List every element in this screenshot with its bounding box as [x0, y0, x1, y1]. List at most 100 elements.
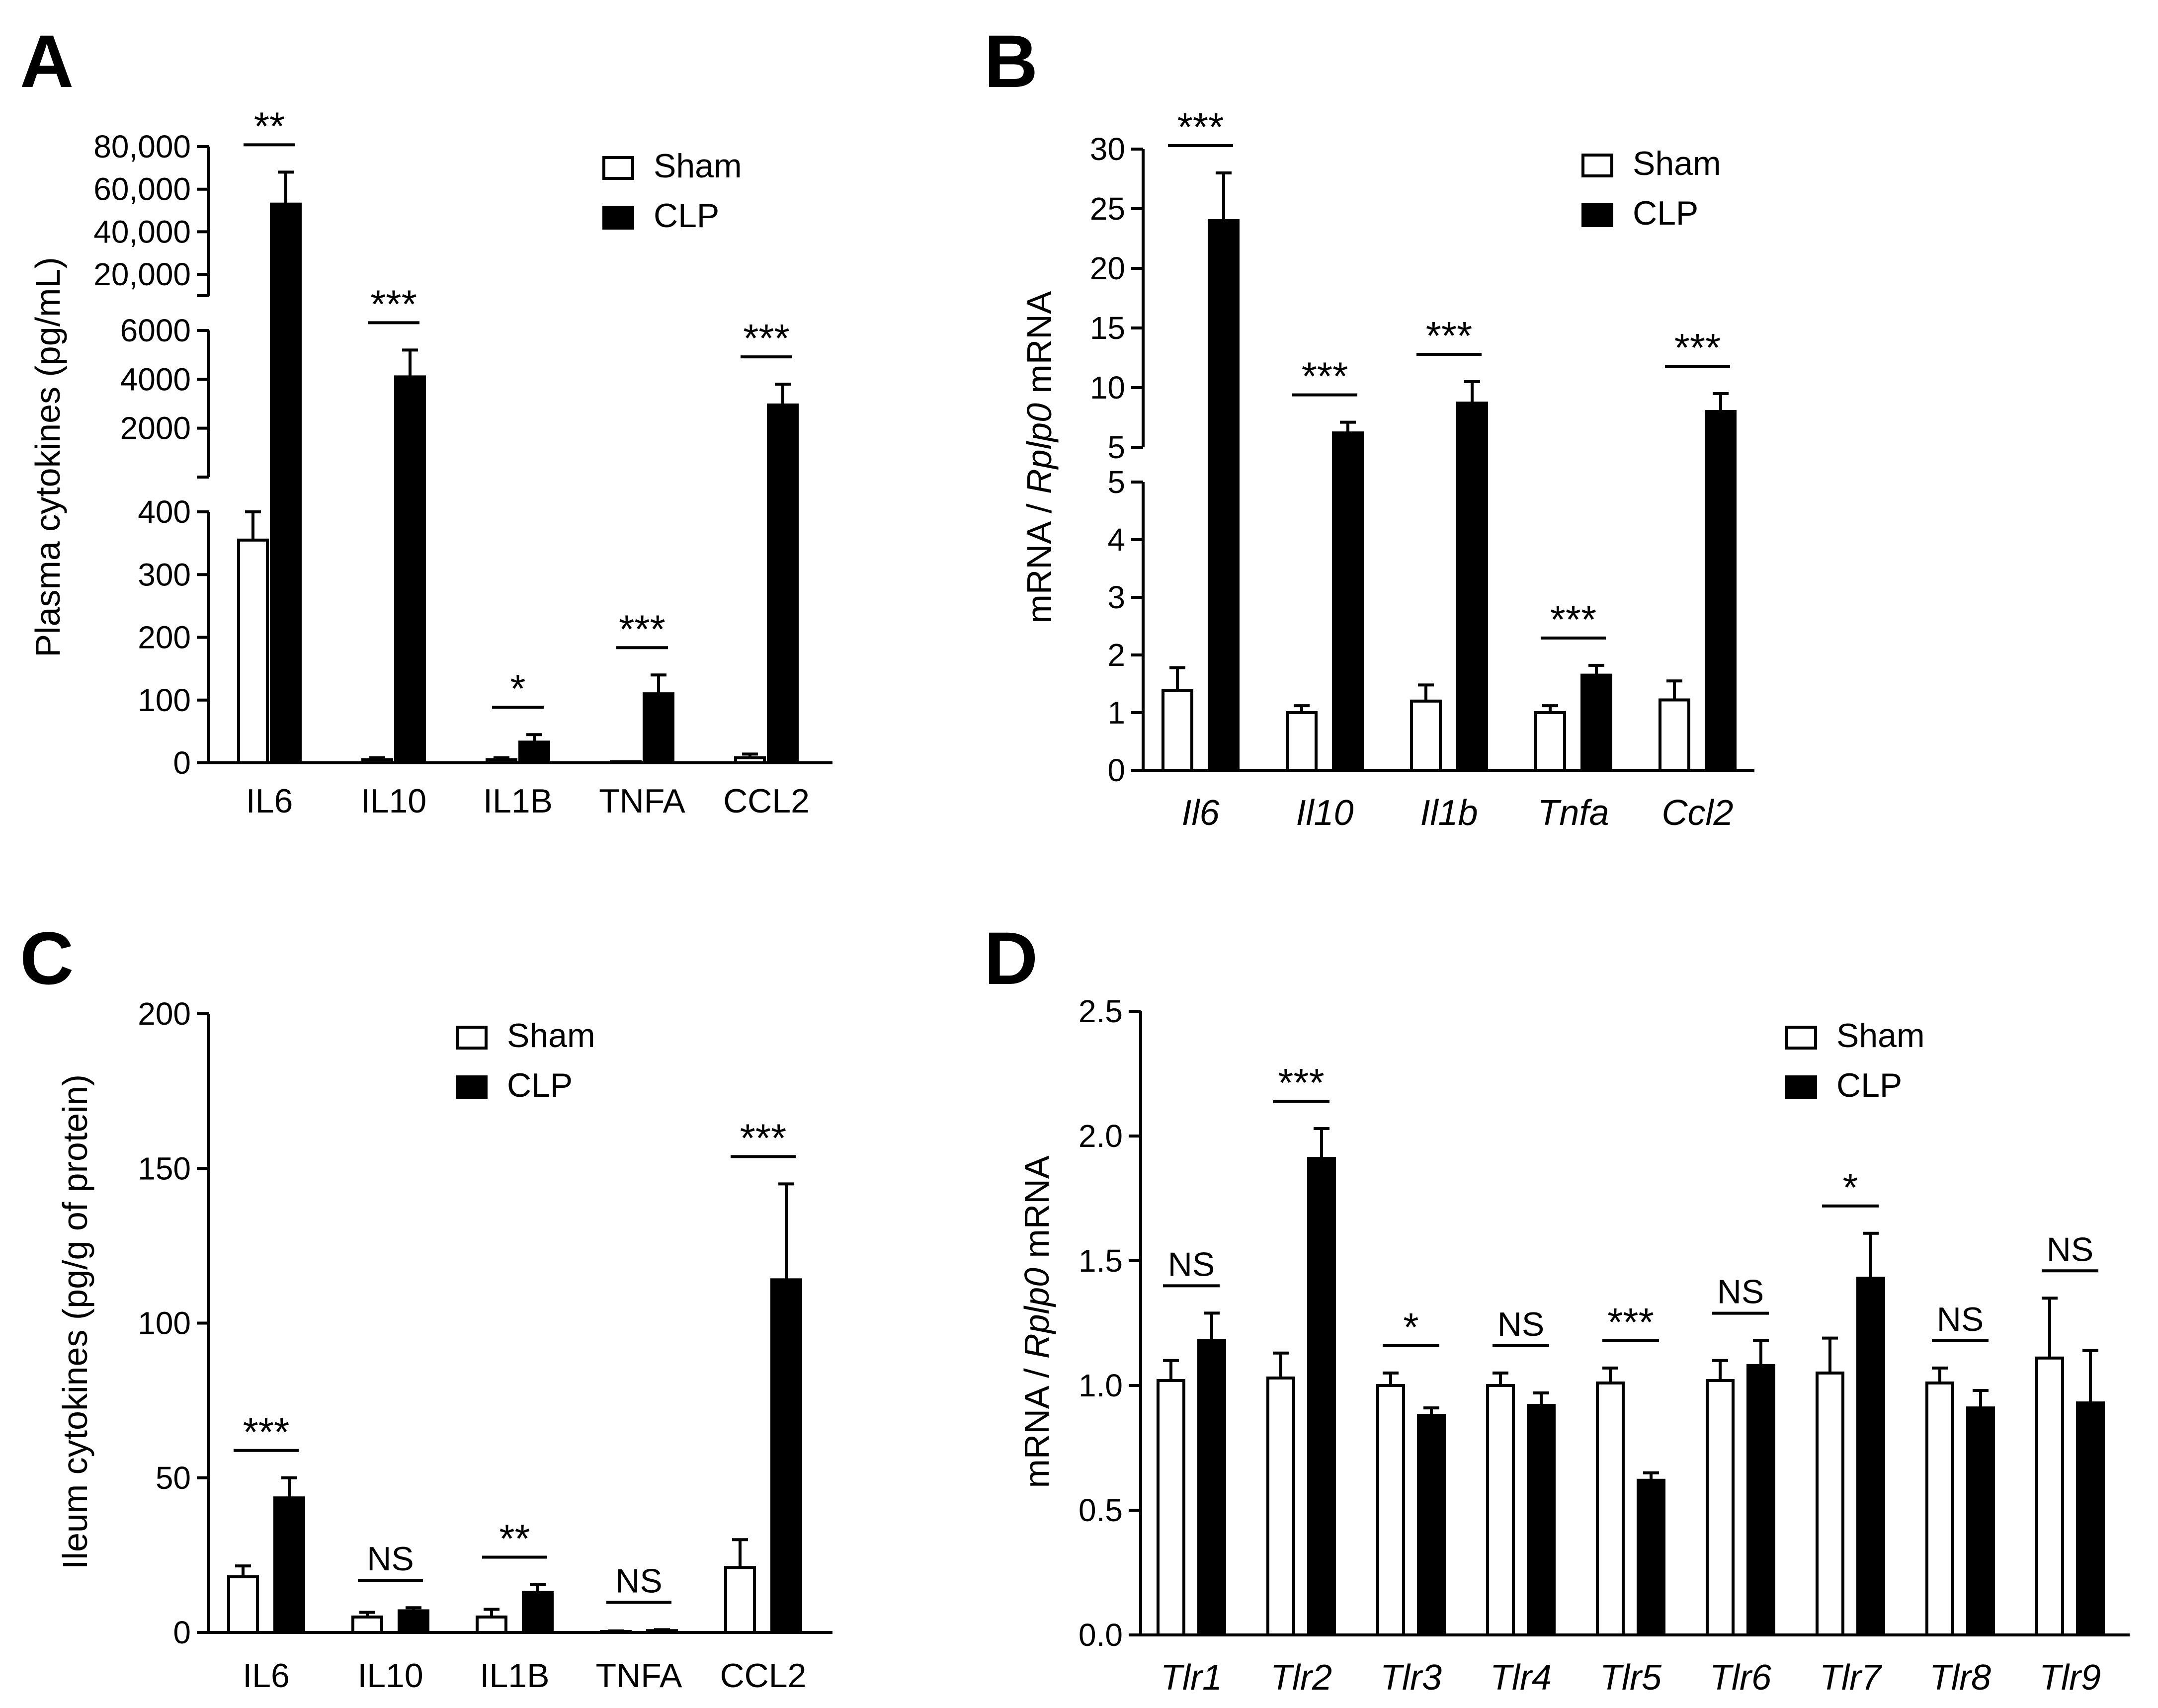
y-axis-label-b: mRNA / Rplp0 mRNA: [1020, 291, 1059, 623]
bar-d-sham-tlr9: [2035, 1356, 2064, 1636]
bar-c-clp-il10: [398, 1609, 429, 1634]
bar-d-clp-tlr1: [1197, 1339, 1226, 1636]
bar-d-sham-tlr3: [1376, 1384, 1405, 1636]
x-category-label-d: Tlr2: [1270, 1658, 1332, 1698]
bar-a-clp-tnfa: [643, 692, 674, 764]
x-category-label-d: Tlr9: [2039, 1658, 2101, 1698]
y-tick-label-c: 150: [138, 1150, 191, 1186]
legend-swatch-c-sham: [456, 1026, 488, 1050]
significance-label-c: NS: [615, 1562, 662, 1600]
significance-label-c: NS: [367, 1540, 414, 1578]
y-tick-label-b: 4: [1107, 522, 1125, 558]
bar-c-sham-ccl2: [724, 1566, 756, 1634]
bar-a-clp-ccl2: [767, 403, 799, 764]
bar-d-clp-tlr9: [2076, 1401, 2105, 1636]
y-axis-label-c: Ileum cytokines (pg/g of protein): [56, 1074, 94, 1569]
bar-d-clp-tlr5: [1637, 1478, 1665, 1636]
x-category-label-a: CCL2: [723, 782, 810, 820]
significance-label-b: ***: [1426, 314, 1472, 358]
significance-label-a: ***: [743, 316, 789, 360]
panel-label-d: D: [984, 916, 1038, 1000]
x-category-label-a: IL1B: [483, 782, 553, 820]
y-tick-label-c: 50: [156, 1460, 191, 1496]
significance-label-b: ***: [1177, 105, 1224, 149]
bar-a-clp-il10: [394, 375, 426, 764]
y-tick-label-b: 20: [1090, 250, 1125, 286]
legend-label-a-clp: CLP: [654, 197, 719, 235]
x-category-label-c: IL1B: [480, 1657, 550, 1695]
y-tick-label-b: 5: [1107, 464, 1125, 500]
significance-label-c: ***: [740, 1116, 786, 1160]
y-tick-label-d: 1.0: [1079, 1368, 1123, 1403]
bar-c-clp-il1b: [522, 1591, 554, 1634]
y-tick-label-c: 100: [138, 1305, 191, 1341]
bar-d-sham-tlr1: [1157, 1379, 1185, 1636]
y-tick-label-a: 40,000: [93, 214, 191, 249]
x-category-label-d: Tlr4: [1490, 1658, 1552, 1698]
significance-label-d: *: [1842, 1165, 1858, 1210]
x-category-label-a: IL6: [246, 782, 293, 820]
bar-a-clp-il6: [270, 202, 302, 765]
significance-label-a: ***: [370, 282, 416, 326]
x-category-label-a: TNFA: [599, 782, 685, 820]
bar-a-sham-il10: [361, 758, 393, 764]
y-tick-label-a: 300: [138, 557, 191, 592]
significance-label-b: ***: [1302, 354, 1348, 399]
bar-d-clp-tlr3: [1417, 1414, 1446, 1636]
bar-d-clp-tlr2: [1307, 1157, 1336, 1636]
bar-d-sham-tlr6: [1706, 1379, 1735, 1636]
x-category-label-d: Tlr1: [1161, 1658, 1222, 1698]
bar-d-sham-tlr2: [1266, 1376, 1295, 1636]
y-tick-label-a: 200: [138, 620, 191, 655]
panel-label-c: C: [20, 916, 74, 1000]
legend-label-c-sham: Sham: [507, 1017, 595, 1055]
significance-label-c: ***: [243, 1410, 289, 1454]
bar-b-sham-ccl2: [1659, 698, 1690, 772]
panel-label-a: A: [20, 19, 74, 103]
legend-swatch-c-clp: [456, 1075, 488, 1099]
x-category-label-c: IL10: [357, 1657, 423, 1695]
bar-d-clp-tlr6: [1746, 1364, 1775, 1637]
x-category-label-d: Tlr6: [1710, 1658, 1772, 1698]
bar-b-sham-tnfa: [1534, 711, 1566, 772]
x-category-label-b: Il1b: [1420, 793, 1478, 833]
x-category-label-d: Tlr8: [1929, 1658, 1991, 1698]
y-tick-label-b: 3: [1107, 579, 1125, 615]
bar-d-sham-tlr4: [1486, 1384, 1515, 1636]
y-tick-label-d: 2.5: [1079, 993, 1123, 1029]
significance-label-c: **: [499, 1517, 530, 1561]
significance-label-d: NS: [1717, 1273, 1764, 1311]
bar-a-sham-ccl2: [734, 756, 766, 765]
y-tick-label-a: 80,000: [93, 129, 191, 164]
y-tick-label-a: 400: [138, 494, 191, 530]
bar-c-sham-il6: [227, 1575, 259, 1634]
bar-d-sham-tlr8: [1925, 1381, 1954, 1636]
y-tick-label-a: 0: [173, 745, 191, 781]
bar-b-sham-il6: [1162, 689, 1193, 772]
x-category-label-d: Tlr3: [1380, 1658, 1442, 1698]
bar-d-sham-tlr7: [1816, 1371, 1844, 1636]
bar-a-sham-il6: [237, 538, 269, 764]
significance-label-d: NS: [1497, 1305, 1544, 1343]
significance-label-d: NS: [1168, 1245, 1215, 1283]
significance-label-d: NS: [2047, 1230, 2093, 1268]
significance-label-a: *: [510, 666, 525, 711]
x-category-label-d: Tlr5: [1600, 1658, 1662, 1698]
y-tick-label-a: 20,000: [93, 256, 191, 292]
y-tick-label-d: 0.0: [1079, 1617, 1123, 1653]
bar-c-sham-il1b: [476, 1615, 507, 1634]
chart-d: 0.0 0.5 1.0 1.5 2.0 2.5 mRNA / Rplp0 mRNA NS Tlr…: [1017, 993, 2130, 1698]
x-category-label-b: Tnfa: [1537, 793, 1609, 833]
y-axis-label-d: mRNA / Rplp0 mRNA: [1017, 1155, 1056, 1488]
y-tick-label-c: 200: [138, 996, 191, 1032]
legend-swatch-a-clp: [602, 206, 634, 230]
x-category-label-c: CCL2: [720, 1657, 807, 1695]
legend-label-b-sham: Sham: [1633, 145, 1721, 182]
significance-label-b: ***: [1674, 325, 1721, 370]
significance-label-a: **: [254, 104, 285, 148]
legend-label-d-clp: CLP: [1836, 1066, 1902, 1104]
legend-swatch-d-sham: [1785, 1026, 1817, 1050]
bar-b-sham-il1b: [1410, 699, 1442, 772]
y-tick-label-b: 0: [1107, 752, 1125, 788]
